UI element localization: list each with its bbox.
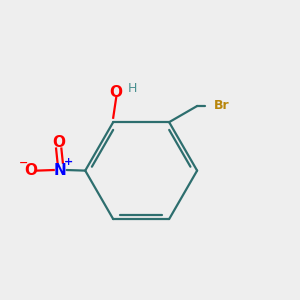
Text: −: − bbox=[19, 158, 28, 168]
Text: H: H bbox=[128, 82, 137, 95]
Text: O: O bbox=[52, 134, 65, 149]
Text: +: + bbox=[64, 158, 73, 167]
Text: O: O bbox=[110, 85, 123, 100]
Text: O: O bbox=[24, 163, 37, 178]
Text: Br: Br bbox=[213, 100, 229, 112]
Text: N: N bbox=[54, 163, 67, 178]
